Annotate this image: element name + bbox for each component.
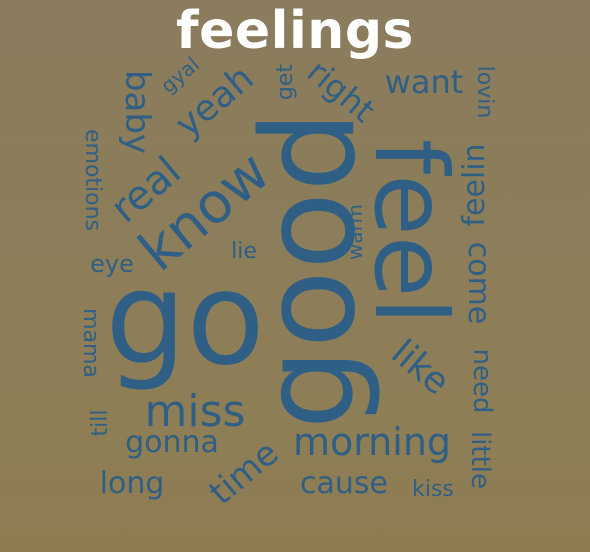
word-miss: miss: [144, 386, 246, 437]
word-little: little: [465, 430, 495, 490]
word-gonna: gonna: [125, 425, 219, 460]
word-emotions: emotions: [80, 128, 105, 232]
word-kiss: kiss: [412, 477, 454, 502]
word-like: like: [383, 332, 458, 404]
word-lovin: lovin: [472, 65, 497, 119]
word-warm: warm: [343, 204, 367, 260]
word-mama: mama: [78, 308, 103, 378]
word-baby: baby: [117, 69, 157, 155]
word-long: long: [99, 466, 165, 501]
word-feelin: feelin: [457, 143, 492, 227]
word-want: want: [384, 63, 464, 101]
word-eye: eye: [90, 250, 134, 278]
word-cause: cause: [300, 466, 388, 501]
word-need: need: [467, 348, 497, 414]
word-feel: feel: [352, 138, 469, 326]
word-morning: morning: [292, 420, 452, 464]
page-title: feelings: [176, 1, 414, 61]
word-lie: lie: [231, 239, 257, 264]
word-come: come: [461, 241, 496, 325]
word-go: go: [105, 245, 265, 394]
word-get: get: [273, 63, 298, 101]
word-till: till: [88, 409, 113, 437]
